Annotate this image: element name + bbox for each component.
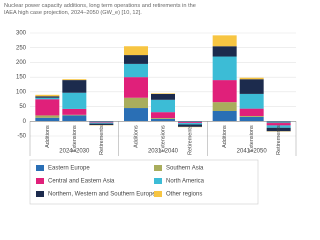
bar-segment	[89, 122, 114, 124]
group-label: 2031–2040	[148, 149, 179, 155]
legend-swatch	[154, 165, 162, 171]
y-tick-label: 250	[16, 45, 27, 51]
x-tick-label: Additions	[222, 125, 228, 148]
bar-segment	[151, 93, 175, 94]
bar-segment	[212, 46, 237, 57]
bar-segment	[35, 97, 60, 100]
bar-segment	[178, 121, 202, 123]
legend-swatch	[36, 178, 44, 184]
x-tick-label: Retirements	[187, 125, 193, 155]
bar-segment	[62, 114, 87, 116]
x-tick-label: Extensions	[72, 125, 78, 152]
legend-label: Central and Eastern Asia	[48, 179, 115, 185]
group-label: 2024–2030	[59, 149, 90, 155]
bar-segment	[266, 123, 291, 126]
bar-segment	[124, 55, 148, 64]
bar-segment	[212, 56, 237, 81]
x-tick-label: Additions	[133, 125, 139, 148]
bar-segment	[89, 121, 114, 123]
bar-segment	[178, 124, 202, 127]
bar-segment	[35, 96, 60, 98]
y-tick-label: 100	[16, 89, 27, 95]
bar-segment	[266, 121, 291, 123]
bar-segment	[124, 46, 148, 56]
bar-segment	[62, 80, 87, 93]
legend-swatch	[154, 191, 162, 197]
bar-segment	[212, 35, 237, 47]
bar-segment	[35, 115, 60, 118]
bar-segment	[89, 123, 114, 126]
x-tick-label: Extensions	[249, 125, 255, 152]
bar-segment	[212, 102, 237, 111]
bar-segment	[151, 99, 175, 113]
legend-label: Eastern Europe	[48, 166, 90, 172]
chart: Nuclear power capacity additions, long t…	[4, 3, 297, 205]
bar-segment	[62, 79, 87, 81]
bar-segment	[124, 108, 148, 122]
bar-segment	[239, 79, 264, 94]
bar-segment	[239, 115, 264, 117]
bar-segment	[212, 80, 237, 103]
bar-segment	[239, 93, 264, 109]
x-tick-label: Additions	[45, 125, 51, 148]
legend-label: Northern, Western and Southern Europe	[48, 192, 156, 198]
legend-swatch	[36, 191, 44, 197]
y-tick-label: 50	[19, 104, 26, 110]
bar-segment	[62, 108, 87, 115]
legend-box	[29, 159, 259, 205]
bar-segment	[35, 117, 60, 122]
legend-label: Other regions	[166, 192, 202, 198]
x-tick-label: Extensions	[160, 125, 166, 152]
bar-segment	[62, 92, 87, 109]
bar-segment	[178, 122, 202, 124]
bar-segment	[151, 112, 175, 119]
x-tick-label: Retirements	[276, 125, 282, 155]
bar-segment	[239, 108, 264, 116]
bar-segment	[151, 118, 175, 122]
bar-segment	[239, 77, 264, 80]
legend-swatch	[154, 178, 162, 184]
legend-label: Southern Asia	[166, 166, 204, 172]
bar-segment	[124, 77, 148, 98]
bar-segment	[62, 115, 87, 122]
y-tick-label: 200	[16, 60, 27, 66]
bar-segment	[151, 93, 175, 100]
bar-segment	[266, 125, 291, 128]
bar-segment	[178, 123, 202, 125]
y-tick-label: 300	[16, 31, 27, 37]
group-label: 2041–2050	[237, 149, 268, 155]
bar-segment	[124, 97, 148, 109]
bar-segment	[89, 122, 114, 123]
y-tick-label: -50	[17, 134, 26, 140]
bar-segment	[151, 118, 175, 119]
bar-segment	[124, 63, 148, 78]
bar-segment	[35, 99, 60, 116]
y-tick-label: 0	[23, 119, 27, 125]
bar-segment	[35, 94, 60, 97]
bar-segment	[266, 127, 291, 132]
legend-swatch	[36, 165, 44, 171]
bar-segment	[212, 110, 237, 122]
chart-title: Nuclear power capacity additions, long t…	[4, 3, 196, 16]
bar-segment	[239, 116, 264, 122]
legend-label: North America	[166, 179, 205, 185]
x-tick-label: Retirements	[99, 125, 105, 155]
y-tick-label: 150	[16, 75, 27, 81]
